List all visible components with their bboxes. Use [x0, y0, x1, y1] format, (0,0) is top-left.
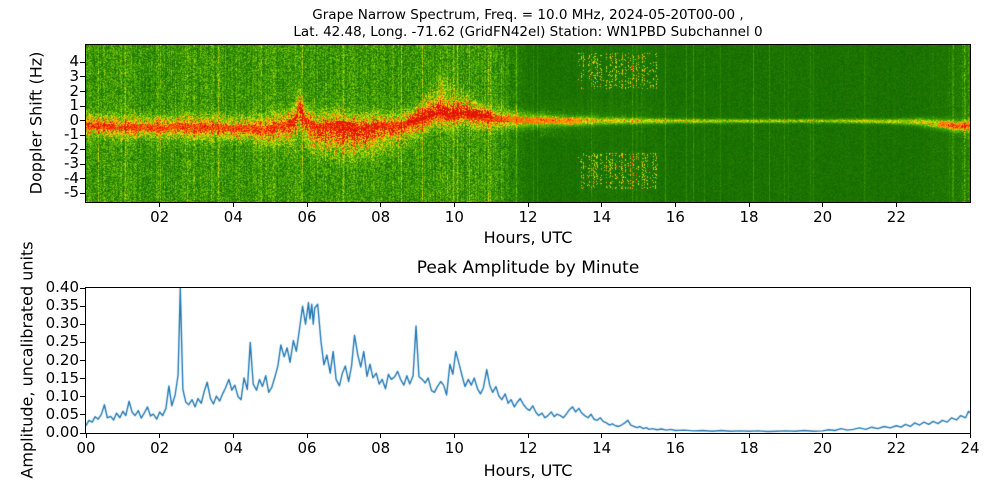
amplitude-x-tick-label: 10 — [444, 439, 464, 457]
amplitude-x-tick-mark — [674, 434, 676, 438]
amplitude-y-tick-mark — [80, 432, 85, 434]
spectrogram-y-tick-mark — [80, 163, 85, 165]
spectrogram-title-line1: Grape Narrow Spectrum, Freq. = 10.0 MHz,… — [312, 7, 744, 23]
amplitude-y-tick-label: 0.35 — [45, 296, 79, 315]
spectrogram-x-tick-mark — [159, 203, 161, 207]
amplitude-title: Peak Amplitude by Minute — [416, 258, 640, 278]
amplitude-y-tick-label: 0.15 — [45, 368, 79, 387]
spectrogram-xlabel: Hours, UTC — [483, 228, 573, 247]
spectrogram-y-tick-mark — [80, 105, 85, 107]
spectrogram-x-tick-mark — [380, 203, 382, 207]
amplitude-x-tick-label: 20 — [813, 439, 833, 457]
amplitude-y-tick-mark — [80, 414, 85, 416]
amplitude-y-tick-mark — [80, 341, 85, 343]
spectrogram-y-tick-mark — [80, 134, 85, 136]
spectrogram-x-tick-label: 16 — [665, 208, 685, 226]
amplitude-x-tick-label: 16 — [665, 439, 685, 457]
spectrogram-y-tick-mark — [80, 76, 85, 78]
amplitude-y-tick-mark — [80, 378, 85, 380]
amplitude-x-tick-mark — [85, 434, 87, 438]
amplitude-x-tick-label: 14 — [592, 439, 612, 457]
spectrogram-x-tick-mark — [748, 203, 750, 207]
spectrogram-y-tick-mark — [80, 149, 85, 151]
spectrogram-x-tick-mark — [895, 203, 897, 207]
spectrogram-x-tick-label: 06 — [297, 208, 317, 226]
spectrogram-y-tick-label: 4 — [69, 52, 79, 71]
amplitude-y-tick-mark — [80, 287, 85, 289]
amplitude-y-tick-label: 0.30 — [45, 314, 79, 333]
spectrogram-y-tick-label: 1 — [69, 96, 79, 115]
spectrogram-x-tick-mark — [822, 203, 824, 207]
spectrogram-x-tick-mark — [232, 203, 234, 207]
amplitude-xlabel: Hours, UTC — [483, 461, 573, 480]
amplitude-x-tick-mark — [601, 434, 603, 438]
spectrogram-title-line2: Lat. 42.48, Long. -71.62 (GridFN42el) St… — [293, 24, 763, 40]
spectrogram-x-tick-mark — [453, 203, 455, 207]
amplitude-x-tick-label: 08 — [371, 439, 391, 457]
spectrogram-x-tick-mark — [527, 203, 529, 207]
spectrogram-y-tick-mark — [80, 120, 85, 122]
amplitude-y-tick-label: 0.10 — [45, 386, 79, 405]
spectrogram-y-tick-mark — [80, 192, 85, 194]
amplitude-y-tick-mark — [80, 323, 85, 325]
spectrogram-y-tick-label: -4 — [64, 168, 79, 187]
spectrogram-heatmap — [86, 45, 970, 202]
amplitude-x-tick-label: 02 — [150, 439, 170, 457]
spectrogram-y-tick-label: -5 — [64, 183, 79, 202]
amplitude-x-tick-label: 04 — [223, 439, 243, 457]
spectrogram-y-tick-label: -3 — [64, 154, 79, 173]
spectrogram-x-tick-label: 14 — [592, 208, 612, 226]
spectrogram-y-tick-label: 0 — [69, 110, 79, 129]
amplitude-x-tick-mark — [453, 434, 455, 438]
amplitude-x-tick-label: 12 — [518, 439, 538, 457]
amplitude-x-tick-mark — [232, 434, 234, 438]
spectrogram-y-tick-label: 2 — [69, 81, 79, 100]
spectrogram-y-tick-label: -2 — [64, 139, 79, 158]
amplitude-x-tick-mark — [822, 434, 824, 438]
spectrogram-x-tick-label: 04 — [223, 208, 243, 226]
amplitude-x-tick-label: 22 — [886, 439, 906, 457]
spectrogram-x-tick-mark — [674, 203, 676, 207]
spectrogram-y-tick-label: -1 — [64, 125, 79, 144]
spectrogram-plot-area — [85, 44, 971, 203]
spectrogram-x-tick-label: 20 — [813, 208, 833, 226]
spectrogram-y-tick-mark — [80, 178, 85, 180]
amplitude-x-tick-mark — [527, 434, 529, 438]
spectrogram-x-tick-label: 22 — [886, 208, 906, 226]
spectrogram-y-tick-mark — [80, 61, 85, 63]
amplitude-x-tick-mark — [969, 434, 971, 438]
spectrogram-x-tick-label: 12 — [518, 208, 538, 226]
amplitude-line-chart — [86, 288, 970, 433]
amplitude-y-tick-label: 0.20 — [45, 350, 79, 369]
amplitude-y-tick-label: 0.05 — [45, 404, 79, 423]
amplitude-x-tick-mark — [748, 434, 750, 438]
amplitude-x-tick-mark — [306, 434, 308, 438]
spectrogram-x-tick-label: 18 — [739, 208, 759, 226]
spectrogram-x-tick-label: 10 — [444, 208, 464, 226]
amplitude-y-tick-label: 0.00 — [45, 423, 79, 441]
amplitude-y-tick-label: 0.40 — [45, 278, 79, 296]
amplitude-x-tick-label: 06 — [297, 439, 317, 457]
spectrogram-x-tick-label: 02 — [150, 208, 170, 226]
amplitude-x-tick-label: 18 — [739, 439, 759, 457]
amplitude-x-tick-mark — [380, 434, 382, 438]
spectrogram-y-tick-label: 3 — [69, 66, 79, 85]
amplitude-y-tick-mark — [80, 360, 85, 361]
amplitude-x-tick-label: 24 — [960, 439, 980, 457]
amplitude-y-tick-mark — [80, 305, 85, 307]
amplitude-x-tick-label: 00 — [76, 439, 96, 457]
amplitude-plot-area — [85, 287, 971, 434]
spectrogram-x-tick-mark — [306, 203, 308, 207]
spectrogram-x-tick-label: 08 — [371, 208, 391, 226]
spectrogram-x-tick-mark — [601, 203, 603, 207]
amplitude-x-tick-mark — [159, 434, 161, 438]
spectrogram-y-tick-mark — [80, 91, 85, 93]
amplitude-y-tick-mark — [80, 396, 85, 398]
amplitude-x-tick-mark — [895, 434, 897, 438]
amplitude-y-tick-label: 0.25 — [45, 332, 79, 351]
